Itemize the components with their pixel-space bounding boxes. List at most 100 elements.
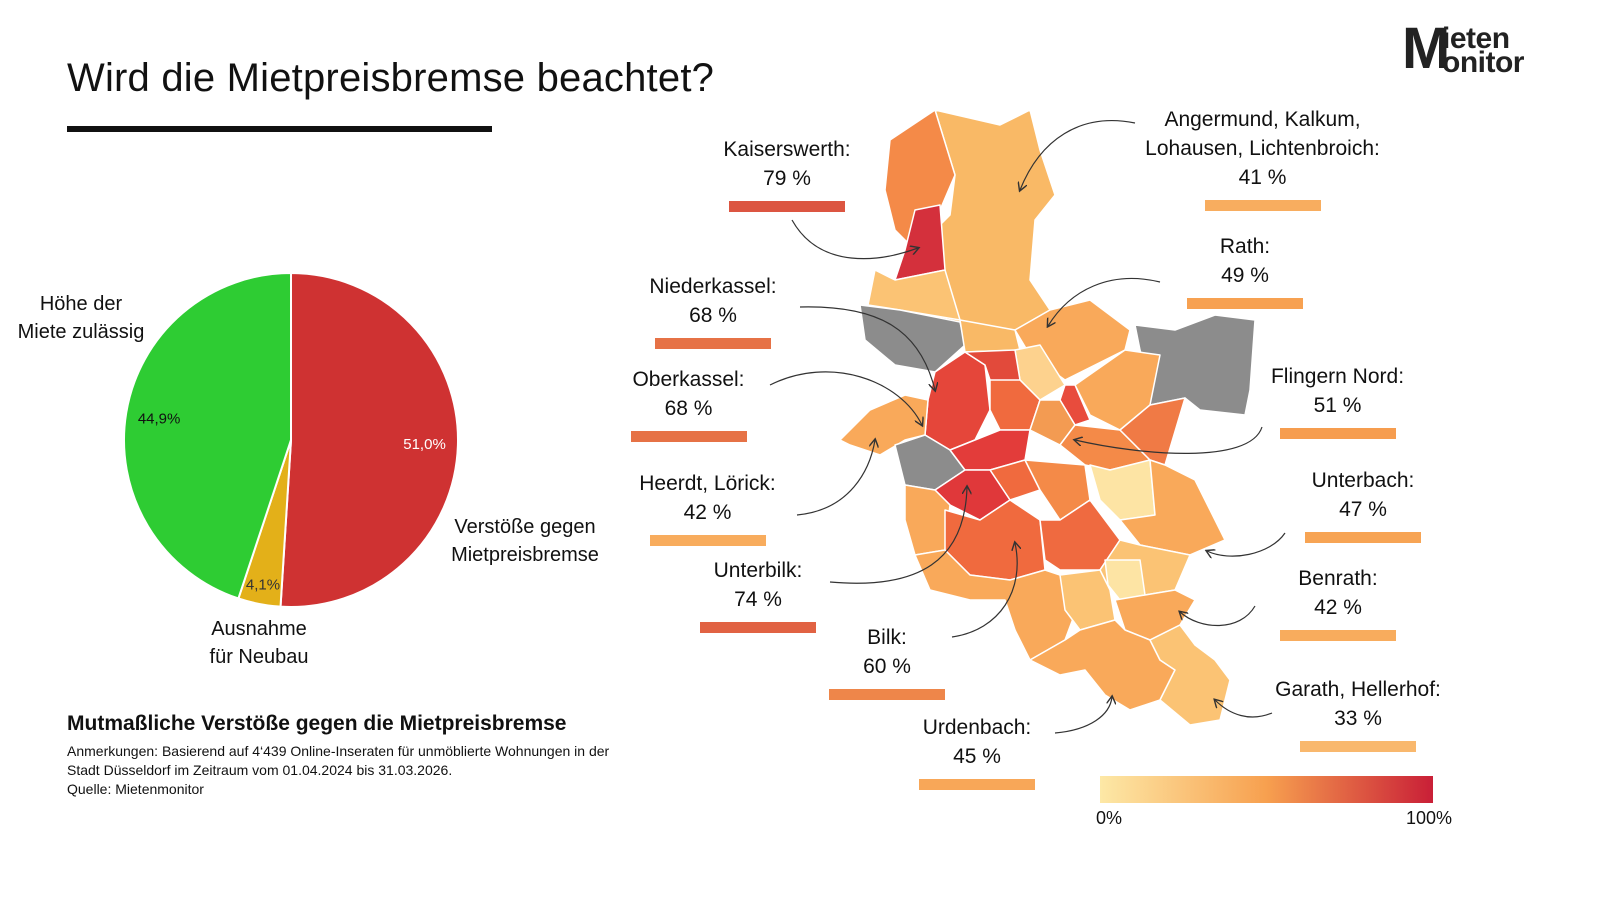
page-title: Wird die Mietpreisbremse beachtet? xyxy=(67,56,715,100)
map-region-garath xyxy=(1149,624,1231,726)
arrow-urdenbach xyxy=(1054,697,1112,734)
arrow-flingern xyxy=(1075,426,1263,454)
color-scale-bar xyxy=(1100,776,1433,803)
district-urdenbach-value: 45 % xyxy=(953,745,1001,768)
pie-label-violation-line2: Mietpreisbremse xyxy=(451,544,599,566)
pie-slice-value-label: 4,1% xyxy=(246,576,280,593)
map-region-eller-north xyxy=(1089,459,1156,521)
district-angermund-name-line2: Lohausen, Lichtenbroich: xyxy=(1145,137,1380,160)
pie-slice-value-label: 51,0% xyxy=(403,436,446,453)
district-oberkassel-value: 68 % xyxy=(664,397,713,420)
chart-notes: Mutmaßliche Verstöße gegen die Mietpreis… xyxy=(67,712,687,799)
district-unterbilk-value: 74 % xyxy=(734,588,782,611)
pie-chart: 51,0% 4,1% 44,9% xyxy=(123,271,459,608)
district-benrath-value: 42 % xyxy=(1314,596,1362,619)
district-bar xyxy=(919,779,1035,790)
district-flingern-nord: Flingern Nord: 51 % xyxy=(1260,362,1415,439)
district-unterbilk: Unterbilk: 74 % xyxy=(688,556,828,633)
pie-slice xyxy=(123,271,292,600)
district-garath: Garath, Hellerhof: 33 % xyxy=(1258,675,1458,752)
mietenmonitor-logo: M ieten onitor xyxy=(1398,20,1538,80)
pie-label-exception-line2: für Neubau xyxy=(209,646,309,668)
district-benrath-name: Benrath: xyxy=(1298,567,1378,590)
district-oberkassel: Oberkassel: 68 % xyxy=(611,365,766,442)
district-rath-value: 49 % xyxy=(1221,264,1269,287)
map-region-flingern-north xyxy=(1119,397,1186,466)
district-bar xyxy=(655,338,771,349)
district-angermund: Angermund, Kalkum, Lohausen, Lichtenbroi… xyxy=(1120,105,1405,211)
district-angermund-name-line1: Angermund, Kalkum, xyxy=(1164,108,1361,131)
district-bilk: Bilk: 60 % xyxy=(827,623,947,700)
pie-slice xyxy=(279,271,459,608)
district-rath: Rath: 49 % xyxy=(1185,232,1305,309)
pie-label-exception: Ausnahme für Neubau xyxy=(198,615,320,671)
district-unterbach-value: 47 % xyxy=(1339,498,1387,521)
district-kaiserswerth-value: 79 % xyxy=(763,167,811,190)
district-heerdt-value: 42 % xyxy=(683,501,732,524)
district-rath-name: Rath: xyxy=(1219,235,1271,258)
district-flingern-nord-name: Flingern Nord: xyxy=(1270,365,1405,388)
logo-line2: onitor xyxy=(1442,46,1524,79)
pie-label-compliant-line1: Höhe der xyxy=(39,293,123,315)
arrow-unterbach xyxy=(1207,532,1286,556)
arrow-rath xyxy=(1048,277,1161,326)
color-scale-max-label: 100% xyxy=(1406,808,1453,828)
district-bar xyxy=(1187,298,1303,309)
district-unterbach: Unterbach: 47 % xyxy=(1293,466,1433,543)
arrow-oberkassel xyxy=(769,371,922,425)
district-urdenbach: Urdenbach: 45 % xyxy=(902,713,1052,790)
district-unterbach-name: Unterbach: xyxy=(1311,469,1415,492)
title-underline xyxy=(67,126,492,132)
district-angermund-value: 41 % xyxy=(1238,166,1287,189)
pie-label-exception-line1: Ausnahme xyxy=(211,618,307,640)
district-bar xyxy=(729,201,845,212)
arrow-heerdt xyxy=(796,440,875,516)
district-bilk-value: 60 % xyxy=(863,655,911,678)
district-bar xyxy=(1279,428,1396,439)
pie-label-compliant: Höhe der Miete zulässig xyxy=(10,290,152,346)
district-bar xyxy=(1204,200,1321,211)
district-oberkassel-name: Oberkassel: xyxy=(632,368,745,391)
notes-line2: Stadt Düsseldorf im Zeitraum vom 01.04.2… xyxy=(67,762,453,778)
color-scale-min-label: 0% xyxy=(1096,808,1123,828)
pie-label-compliant-line2: Miete zulässig xyxy=(17,321,145,343)
arrow-niederkassel xyxy=(799,306,935,390)
district-benrath: Benrath: 42 % xyxy=(1273,564,1403,641)
arrow-bilk xyxy=(951,543,1017,638)
district-bar xyxy=(829,689,945,700)
district-niederkassel-name: Niederkassel: xyxy=(649,275,777,298)
district-niederkassel-value: 68 % xyxy=(689,304,737,327)
logo-line1: ieten xyxy=(1442,22,1510,55)
notes-heading: Mutmaßliche Verstöße gegen die Mietpreis… xyxy=(67,712,567,735)
logo-initial: M xyxy=(1402,16,1451,81)
district-bilk-name: Bilk: xyxy=(867,626,907,649)
notes-line3: Quelle: Mietenmonitor xyxy=(67,781,204,797)
district-kaiserswerth-name: Kaiserswerth: xyxy=(723,138,851,161)
district-bar xyxy=(700,622,816,633)
notes-line1: Anmerkungen: Basierend auf 4‘439 Online-… xyxy=(67,743,610,759)
district-kaiserswerth: Kaiserswerth: 79 % xyxy=(697,135,877,212)
district-heerdt-name: Heerdt, Lörick: xyxy=(639,472,776,495)
district-bar xyxy=(649,535,766,546)
pie-label-violation: Verstöße gegen Mietpreisbremse xyxy=(440,513,610,569)
district-niederkassel: Niederkassel: 68 % xyxy=(633,272,793,349)
district-bar xyxy=(1300,741,1416,752)
arrow-angermund xyxy=(1020,120,1136,190)
district-flingern-nord-value: 51 % xyxy=(1313,394,1362,417)
arrow-unterbilk xyxy=(829,487,967,584)
district-heerdt: Heerdt, Lörick: 42 % xyxy=(625,469,790,546)
map-region-grafenberg xyxy=(1059,384,1091,426)
arrow-garath xyxy=(1215,700,1273,718)
district-urdenbach-name: Urdenbach: xyxy=(922,716,1032,739)
arrow-benrath xyxy=(1180,605,1256,627)
district-garath-name: Garath, Hellerhof: xyxy=(1275,678,1441,701)
district-garath-value: 33 % xyxy=(1334,707,1382,730)
arrow-kaiserswerth xyxy=(791,219,918,260)
pie-slice-value-label: 44,9% xyxy=(138,411,181,428)
pie-label-violation-line1: Verstöße gegen xyxy=(454,516,596,538)
district-bar xyxy=(1305,532,1421,543)
district-bar xyxy=(630,431,747,442)
district-bar xyxy=(1280,630,1396,641)
district-unterbilk-name: Unterbilk: xyxy=(713,559,803,582)
